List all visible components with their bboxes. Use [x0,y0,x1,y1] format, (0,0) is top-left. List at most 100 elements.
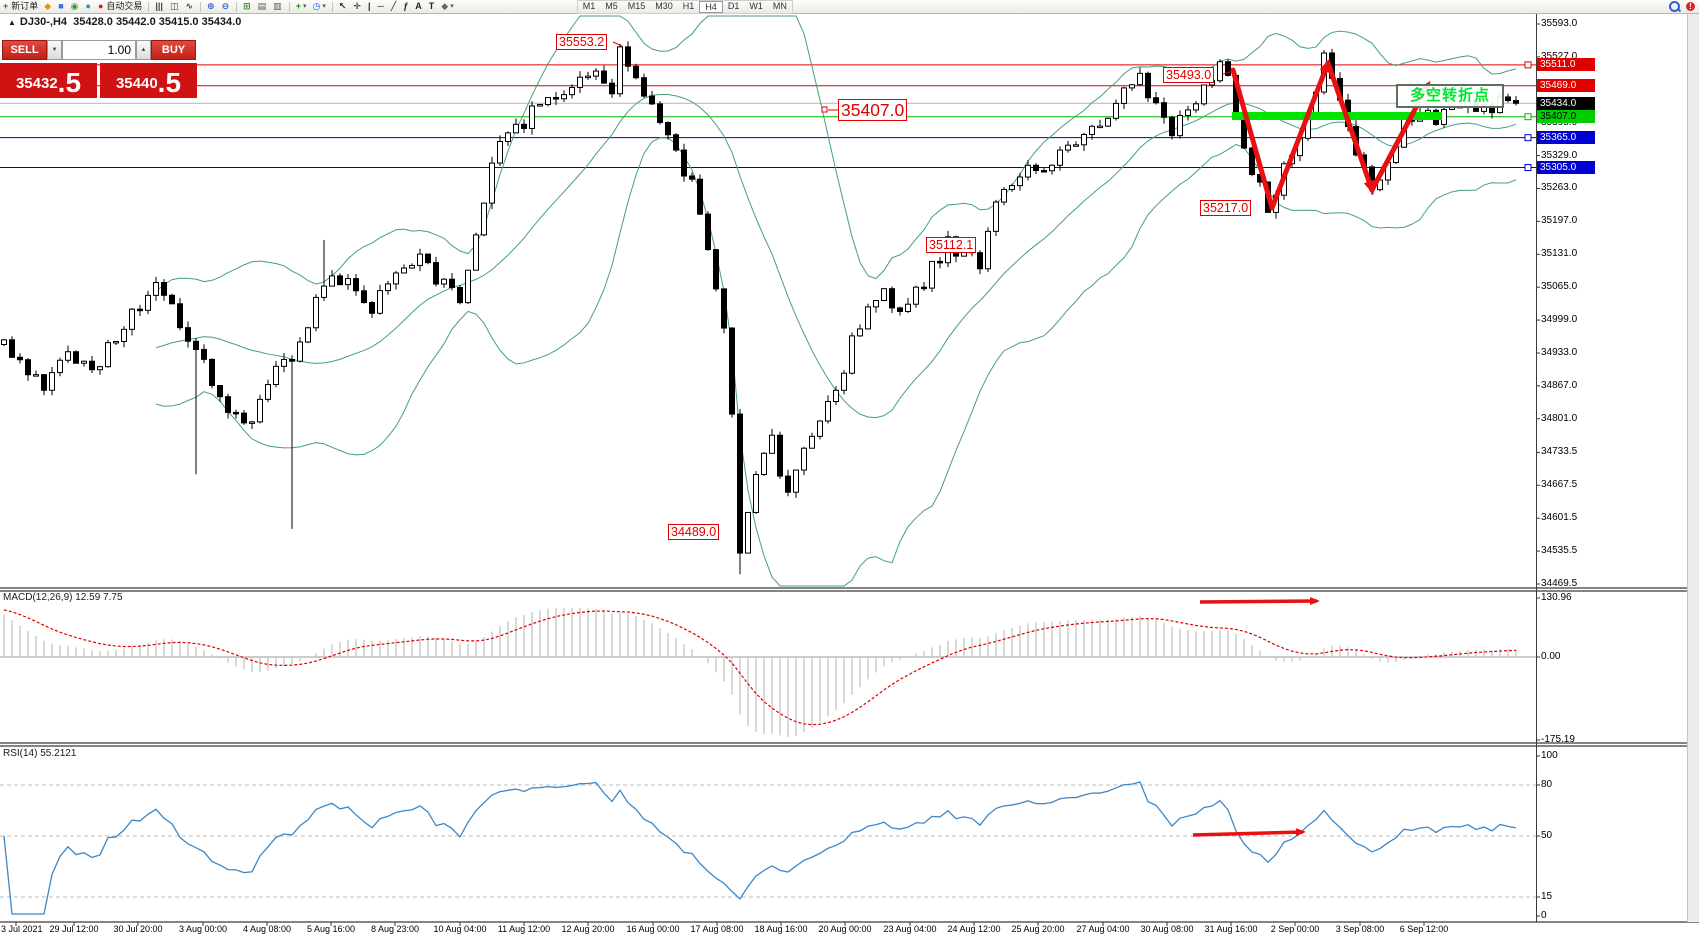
zigzag-arrow[interactable] [1269,58,1331,211]
price-axis-label: 34933.0 [1541,346,1578,358]
candle-body [633,65,639,79]
candle-body [1049,164,1055,172]
candle-body [1009,185,1015,190]
market-icon[interactable]: ● [83,1,95,12]
candle-body [17,356,23,361]
text-label-icon[interactable]: T [426,1,439,12]
candle-body [1065,144,1071,151]
auto-arrange-icon[interactable]: ▤ [255,1,271,12]
support-zone-bar[interactable] [1232,112,1442,120]
trendline-icon[interactable]: ╱ [388,1,400,12]
vertical-scrollbar[interactable] [1687,14,1699,922]
candle-body [1185,109,1191,116]
candle-body [233,411,239,415]
volume-decrease-button[interactable]: ▼ [47,40,62,60]
candle-body [297,341,303,362]
candle-body [393,272,399,285]
candle-body [705,213,711,251]
chart-shift-icon[interactable]: ▥ [270,1,286,12]
horizontal-line-icon[interactable]: ─ [374,1,387,12]
candle-body [753,474,759,513]
candle-body [1017,176,1023,187]
history-center-icon[interactable]: ◆ [41,1,55,12]
sell-button[interactable]: SELL [2,40,47,60]
text-icon[interactable]: A [412,1,426,12]
candle-body [825,400,831,422]
buy-button[interactable]: BUY [151,40,196,60]
candle-body [441,278,447,285]
candle-body [681,149,687,177]
candle-body [665,121,671,136]
trend-arrow[interactable] [1199,597,1320,606]
vertical-line-icon[interactable]: | [365,1,375,12]
timeframe-w1[interactable]: W1 [749,1,763,11]
time-axis-label: 5 Aug 16:00 [306,924,356,934]
tile-windows-icon[interactable]: ⊞ [240,1,255,12]
candle-body [1513,100,1519,104]
shapes-icon[interactable]: ◆ ▾ [438,1,456,12]
candle-body [849,335,855,374]
timeframe-m1[interactable]: M1 [582,1,596,11]
candles-chart-icon[interactable]: ◫ [167,1,183,12]
candle-body [841,372,847,391]
line-end-handle[interactable] [1524,113,1532,121]
price-tag: 35469.0 [1537,79,1595,93]
timeframe-group: M1 M5 M15 M30 H1 H4 D1 W1 MN [576,0,793,14]
line-end-handle[interactable] [1524,134,1532,142]
macd-signal-line [3,609,1517,726]
zigzag-arrow[interactable] [1230,67,1275,211]
candle-body [561,94,567,100]
cursor-icon[interactable]: ↖ [336,1,351,12]
sell-price-main: 35432 [15,75,58,92]
time-axis-label: 4 Aug 08:00 [242,924,292,934]
time-axis-label: 16 Aug 00:00 [626,924,680,934]
timeframe-mn[interactable]: MN [772,1,787,11]
signals-icon[interactable]: ◉ [68,1,83,12]
crosshair-icon[interactable]: ✛ [350,1,365,12]
candle-body [721,288,727,329]
search-icon[interactable] [1669,1,1680,12]
volume-increase-button[interactable]: ▲ [136,40,151,60]
fibonacci-icon[interactable]: ƒ [400,1,412,12]
chart-symbol-arrow-icon: ▲ [8,18,16,27]
sell-price-display[interactable]: 35432.5 [0,63,97,98]
candle-body [857,328,863,337]
zigzag-arrow[interactable] [1325,60,1375,195]
add-indicator-button[interactable]: + ▾ [293,1,310,12]
autotrading-button[interactable]: ● 自动交易 [95,1,145,12]
candle-body [585,75,591,79]
price-label-box: 35493.0 [1163,67,1215,83]
buy-price-display[interactable]: 35440.5 [100,63,197,98]
candle-body [649,95,655,105]
label-anchor-handle[interactable] [821,106,828,113]
timeframe-m30[interactable]: M30 [655,1,673,11]
line-chart-icon[interactable]: ∿ [182,1,197,12]
timeframe-m5[interactable]: M5 [605,1,618,11]
new-order-button[interactable]: + 新订单 [0,1,41,12]
timeframe-h4[interactable]: H4 [699,0,723,13]
trend-arrow[interactable] [1192,828,1306,837]
candle-body [353,278,359,292]
candle-body [993,201,999,232]
candle-body [545,97,551,106]
candle-body [249,421,255,424]
bars-chart-icon[interactable]: ||| [152,1,167,12]
candle-body [809,435,815,449]
timeframe-d1[interactable]: D1 [727,1,740,11]
timeframe-h1[interactable]: H1 [682,1,695,11]
period-button[interactable]: ◷ ▾ [309,1,328,12]
alert-icon[interactable]: ! [1686,2,1695,11]
candle-body [777,434,783,477]
chat-icon[interactable]: ■ [55,1,67,12]
candle-body [113,340,119,344]
zoom-in-icon[interactable]: ⊕ [204,1,219,12]
candle-body [1505,96,1511,102]
price-axis-label: 34999.0 [1541,314,1578,326]
candle-body [593,70,599,77]
line-end-handle[interactable] [1524,164,1532,172]
zoom-out-icon[interactable]: ⊖ [219,1,234,12]
volume-input[interactable] [62,40,136,60]
line-end-handle[interactable] [1524,61,1532,69]
timeframe-m15[interactable]: M15 [627,1,646,11]
